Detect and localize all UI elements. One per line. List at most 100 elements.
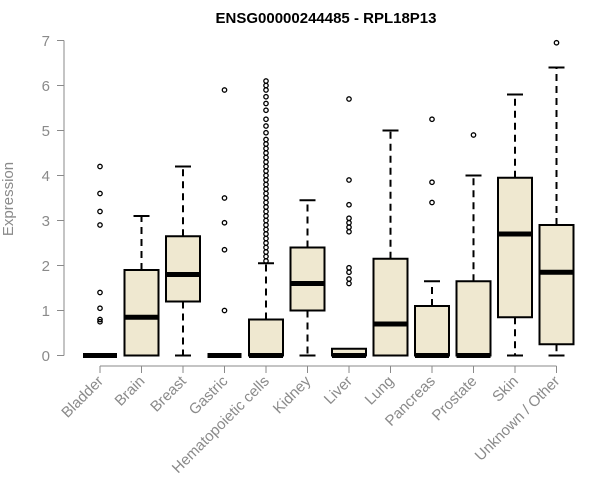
y-tick-label: 5 bbox=[42, 123, 50, 140]
outlier-point bbox=[263, 199, 269, 206]
outlier-point bbox=[263, 226, 269, 233]
outlier-point bbox=[346, 215, 352, 222]
outlier-point bbox=[263, 186, 269, 192]
outlier-point bbox=[263, 129, 269, 136]
outlier-point bbox=[263, 163, 269, 170]
outlier-point bbox=[263, 253, 269, 260]
y-tick-label: 2 bbox=[42, 258, 50, 275]
y-tick-label: 3 bbox=[42, 213, 50, 230]
outlier-point bbox=[221, 307, 228, 314]
outlier-point bbox=[346, 264, 352, 271]
outlier-point bbox=[263, 145, 269, 152]
outlier-point bbox=[263, 222, 269, 228]
box bbox=[372, 257, 409, 357]
outlier-point bbox=[263, 87, 269, 93]
box-group bbox=[123, 215, 160, 357]
box-group bbox=[414, 116, 450, 358]
outlier-point bbox=[263, 244, 269, 251]
outlier-point bbox=[263, 150, 269, 156]
x-tick-label: Skin bbox=[489, 373, 522, 406]
outlier-point bbox=[263, 231, 269, 237]
box bbox=[123, 269, 160, 357]
outlier-point bbox=[263, 154, 269, 161]
outlier-point bbox=[97, 163, 103, 170]
outlier-point bbox=[263, 181, 269, 188]
outlier-point bbox=[263, 217, 269, 224]
outlier-point bbox=[263, 100, 269, 107]
x-tick-label: Brain bbox=[112, 373, 149, 410]
outlier-point bbox=[429, 199, 435, 206]
box bbox=[165, 235, 201, 303]
box-group bbox=[331, 96, 367, 358]
box-group bbox=[455, 132, 492, 358]
outlier-point bbox=[346, 219, 352, 226]
outlier-point bbox=[263, 235, 269, 242]
box bbox=[289, 246, 326, 312]
box bbox=[455, 280, 492, 357]
outlier-point bbox=[263, 204, 269, 210]
outlier-point bbox=[263, 249, 269, 255]
x-tick-label: Lung bbox=[362, 373, 398, 409]
outlier-point bbox=[221, 246, 228, 253]
box-group bbox=[497, 93, 533, 357]
y-tick-label: 6 bbox=[42, 78, 50, 95]
outlier-point bbox=[346, 276, 352, 282]
y-axis: 0 1 2 3 4 5 6 7 bbox=[42, 33, 65, 365]
outlier-point bbox=[346, 201, 352, 208]
outlier-point bbox=[263, 213, 269, 219]
outlier-point bbox=[263, 107, 269, 114]
outlier-point bbox=[263, 141, 269, 147]
outlier-point bbox=[97, 222, 103, 228]
box-group bbox=[207, 87, 242, 358]
box bbox=[248, 318, 284, 357]
outlier-point bbox=[553, 39, 560, 46]
outlier-point bbox=[429, 116, 435, 123]
outlier-point bbox=[346, 177, 352, 183]
outlier-point bbox=[97, 208, 103, 215]
outlier-point bbox=[346, 269, 352, 276]
box bbox=[497, 176, 533, 319]
y-axis-label: Expression bbox=[0, 162, 17, 236]
outlier-point bbox=[263, 78, 269, 84]
outlier-point bbox=[221, 195, 228, 201]
outlier-point bbox=[429, 179, 435, 186]
box-group bbox=[248, 78, 284, 358]
boxes-layer bbox=[83, 39, 575, 358]
outlier-point bbox=[263, 93, 269, 100]
outlier-point bbox=[263, 136, 269, 143]
x-tick-label: Prostate bbox=[429, 373, 481, 425]
x-tick-label: Breast bbox=[147, 372, 190, 415]
outlier-point bbox=[97, 305, 103, 312]
outlier-point bbox=[97, 318, 103, 325]
outlier-point bbox=[263, 190, 269, 197]
outlier-point bbox=[263, 195, 269, 201]
box-group bbox=[289, 199, 326, 357]
box-group bbox=[372, 129, 409, 357]
outlier-point bbox=[346, 96, 352, 102]
y-tick-label: 7 bbox=[42, 33, 50, 50]
outlier-point bbox=[263, 123, 269, 129]
outlier-point bbox=[263, 116, 269, 123]
box-group bbox=[538, 39, 575, 357]
outlier-point bbox=[221, 87, 228, 93]
x-tick-label: Kidney bbox=[270, 372, 315, 417]
outlier-point bbox=[97, 190, 103, 197]
y-tick-label: 1 bbox=[42, 303, 50, 320]
outlier-point bbox=[470, 132, 477, 138]
outlier-point bbox=[346, 228, 352, 235]
y-tick-label: 0 bbox=[42, 348, 50, 365]
outlier-point bbox=[263, 82, 269, 89]
outlier-point bbox=[97, 316, 103, 323]
box-group bbox=[83, 163, 117, 358]
box-group bbox=[165, 165, 201, 357]
x-tick-label: Liver bbox=[321, 373, 356, 408]
y-tick-label: 4 bbox=[42, 168, 50, 185]
outlier-point bbox=[263, 240, 269, 246]
x-tick-label: Bladder bbox=[58, 373, 107, 422]
outlier-point bbox=[263, 159, 269, 165]
outlier-point bbox=[263, 168, 269, 174]
chart-title: ENSG00000244485 - RPL18P13 bbox=[216, 10, 437, 27]
outlier-point bbox=[263, 177, 269, 183]
